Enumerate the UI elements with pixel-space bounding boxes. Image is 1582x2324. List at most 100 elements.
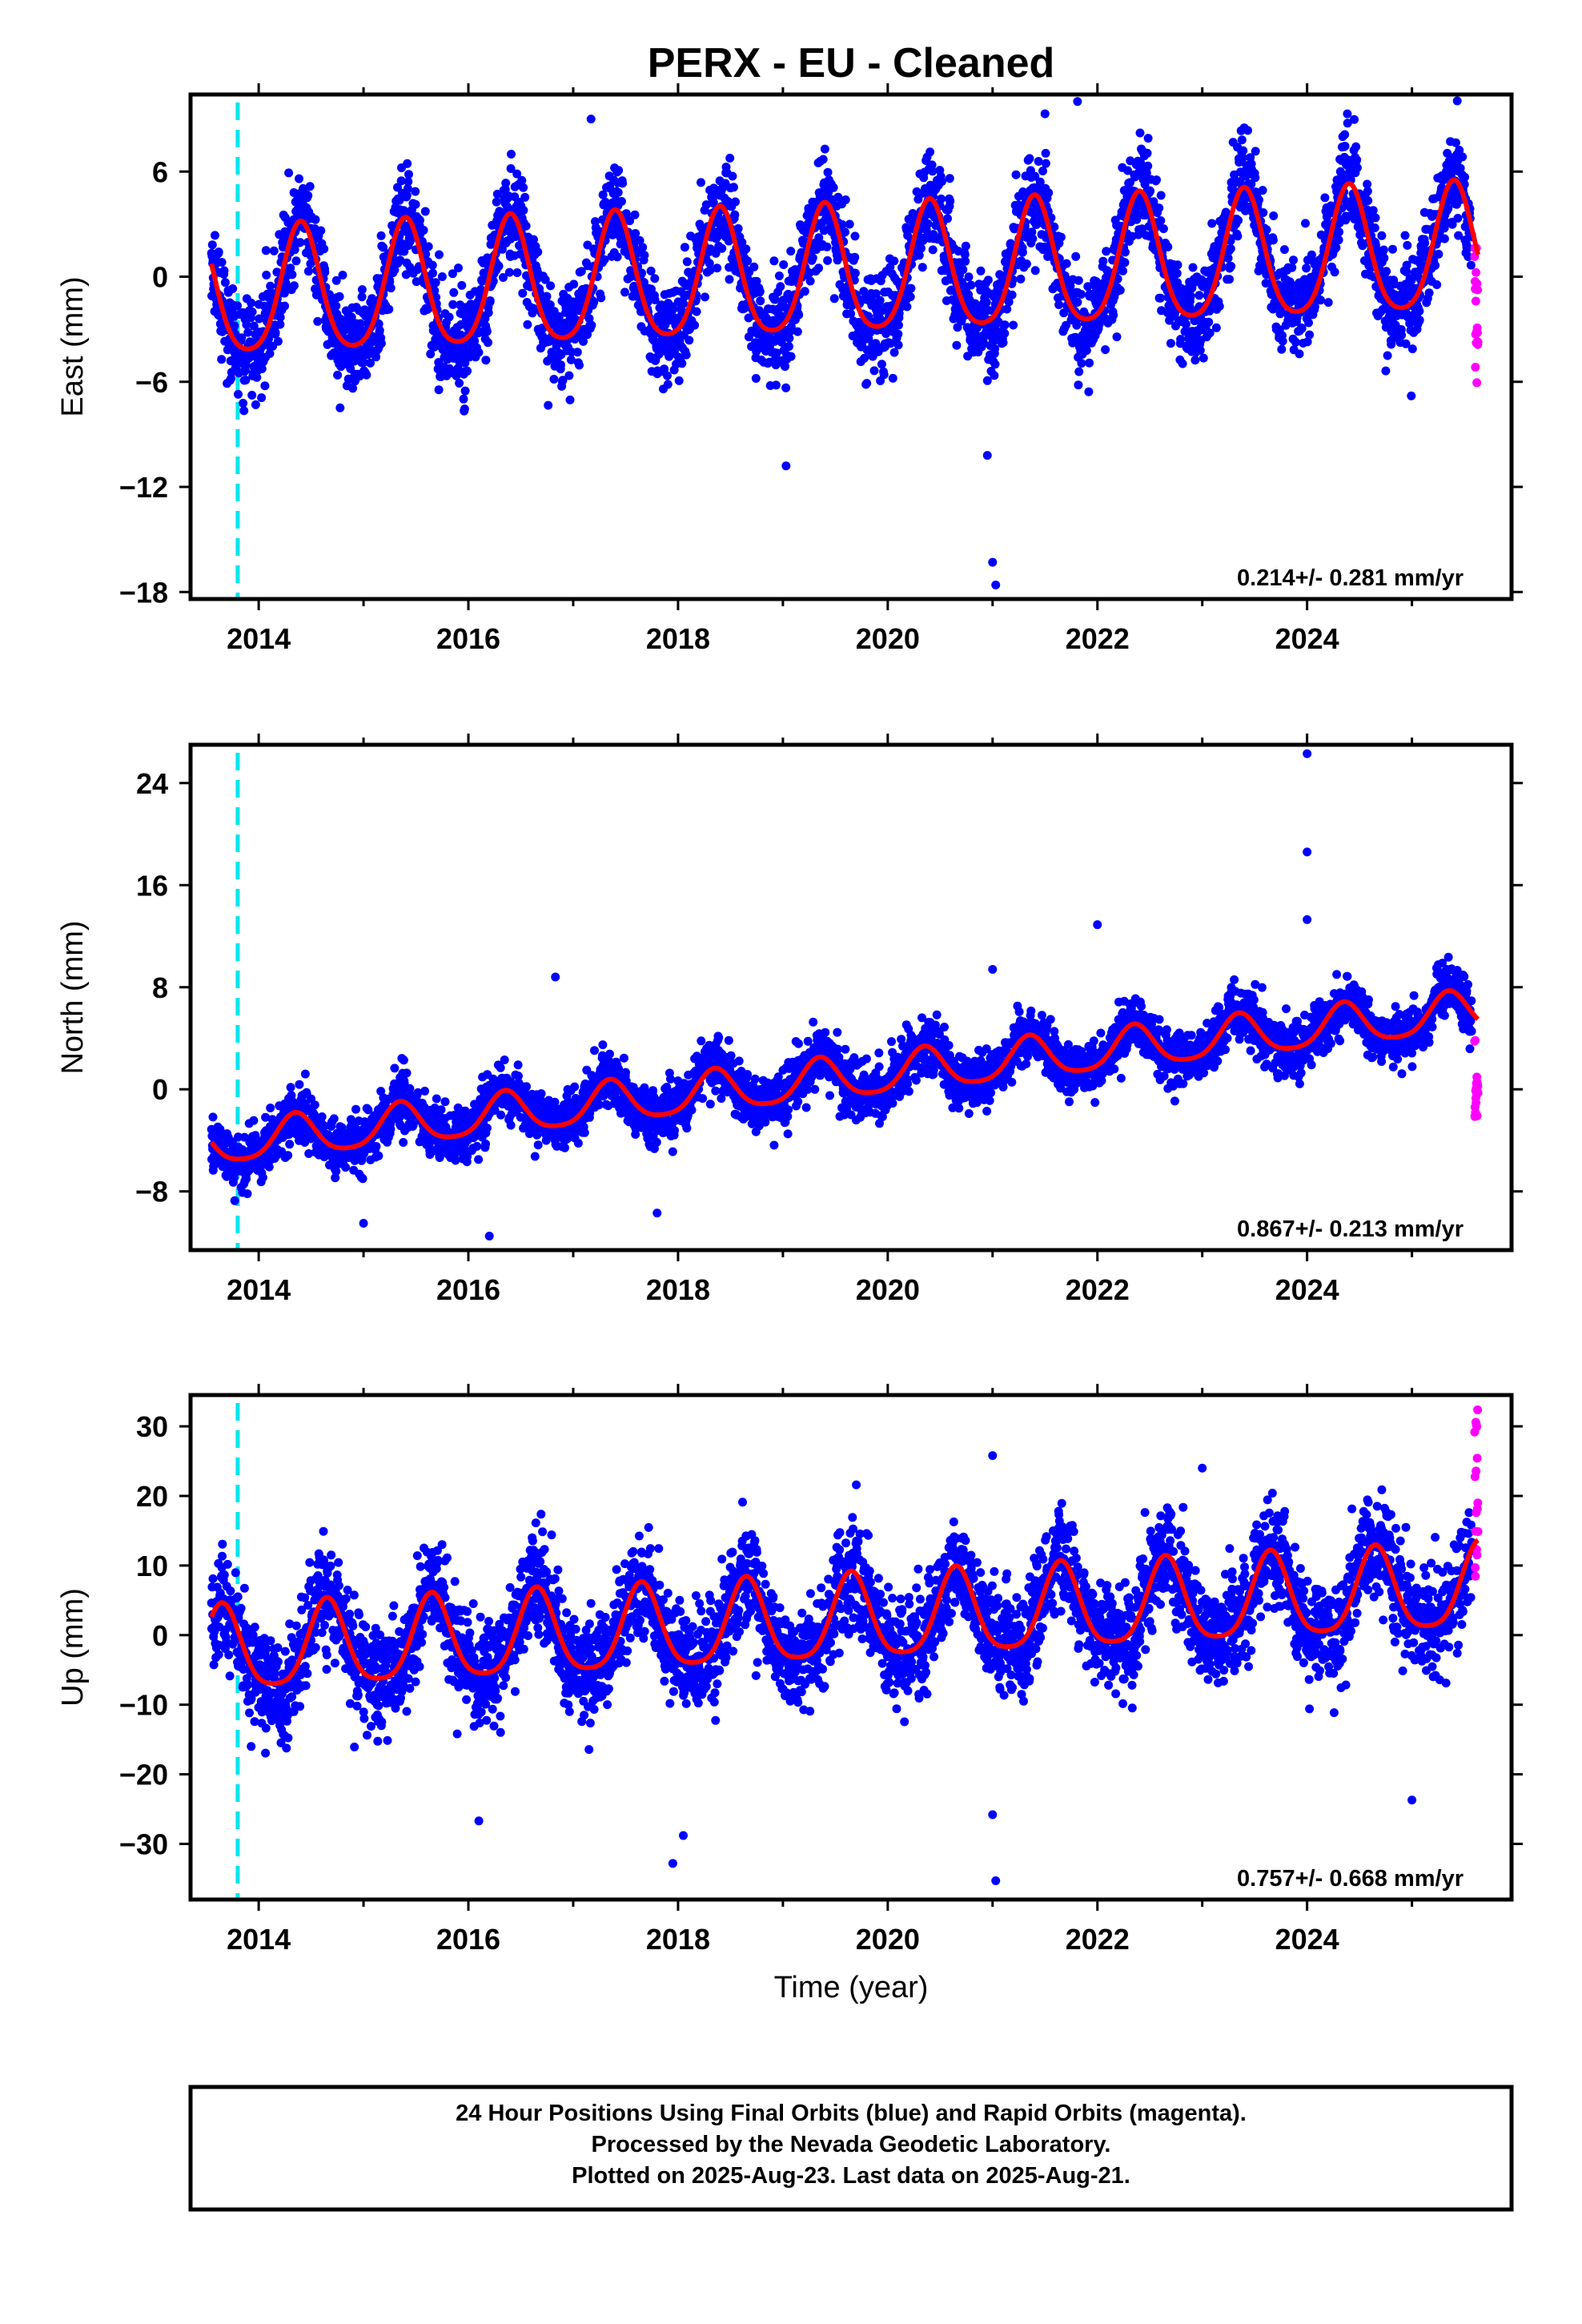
final-orbit-point bbox=[1146, 187, 1155, 196]
final-orbit-point bbox=[1268, 235, 1278, 245]
final-orbit-point bbox=[545, 300, 555, 310]
final-orbit-point bbox=[359, 358, 368, 367]
final-orbit-point bbox=[1439, 234, 1449, 243]
final-orbit-point bbox=[877, 360, 886, 369]
final-orbit-point bbox=[376, 339, 386, 348]
final-orbit-point bbox=[1109, 311, 1118, 320]
final-orbit-point bbox=[713, 263, 722, 273]
x-tick-label: 2024 bbox=[1275, 622, 1339, 655]
final-orbit-point bbox=[837, 219, 847, 229]
final-orbit-point bbox=[879, 370, 889, 380]
final-orbit-point bbox=[454, 263, 463, 273]
final-orbit-point bbox=[507, 150, 516, 159]
final-orbit-point bbox=[481, 356, 491, 365]
final-orbit-point bbox=[512, 169, 522, 179]
final-orbit-point bbox=[1007, 290, 1017, 300]
final-orbit-point bbox=[669, 304, 678, 314]
final-orbit-point bbox=[247, 298, 256, 308]
outlier-point bbox=[586, 115, 596, 124]
final-orbit-point bbox=[917, 263, 927, 272]
final-orbit-point bbox=[1094, 320, 1104, 329]
final-orbit-point bbox=[411, 187, 420, 196]
final-orbit-point bbox=[1120, 258, 1130, 267]
final-orbit-point bbox=[230, 1196, 239, 1205]
final-orbit-point bbox=[519, 206, 528, 215]
final-orbit-point bbox=[572, 348, 582, 357]
final-orbit-point bbox=[363, 1105, 373, 1115]
x-tick-label: 2014 bbox=[227, 622, 291, 655]
final-orbit-point bbox=[1156, 191, 1166, 200]
final-orbit-point bbox=[565, 395, 575, 404]
final-orbit-point bbox=[1199, 353, 1208, 363]
final-orbit-point bbox=[518, 288, 528, 298]
final-orbit-point bbox=[1237, 135, 1247, 145]
final-orbit-point bbox=[393, 183, 402, 192]
final-orbit-point bbox=[396, 176, 406, 186]
final-orbit-point bbox=[237, 333, 247, 343]
final-orbit-point bbox=[386, 1124, 396, 1134]
final-orbit-point bbox=[405, 236, 415, 246]
final-orbit-point bbox=[403, 184, 412, 193]
final-orbit-point bbox=[1304, 318, 1313, 328]
final-orbit-point bbox=[743, 256, 753, 266]
final-orbit-point bbox=[1195, 345, 1205, 355]
final-orbit-point bbox=[1016, 274, 1026, 283]
final-orbit-point bbox=[1215, 301, 1224, 311]
final-orbit-point bbox=[207, 240, 217, 250]
final-orbit-point bbox=[506, 164, 516, 173]
final-orbit-point bbox=[371, 352, 381, 362]
final-orbit-point bbox=[1074, 275, 1083, 285]
final-orbit-point bbox=[338, 271, 347, 279]
final-orbit-point bbox=[1434, 249, 1443, 259]
final-orbit-point bbox=[1323, 298, 1333, 308]
final-orbit-point bbox=[1278, 336, 1287, 346]
final-orbit-point bbox=[692, 307, 701, 316]
final-orbit-point bbox=[247, 391, 257, 400]
final-orbit-point bbox=[358, 1174, 367, 1184]
final-orbit-point bbox=[255, 314, 264, 324]
final-orbit-point bbox=[889, 256, 899, 266]
final-orbit-point bbox=[893, 340, 903, 350]
final-orbit-point bbox=[1084, 387, 1094, 396]
final-orbit-point bbox=[630, 210, 640, 219]
final-orbit-point bbox=[1437, 183, 1447, 192]
final-orbit-point bbox=[1022, 259, 1031, 268]
final-orbit-point bbox=[697, 223, 706, 232]
final-orbit-point bbox=[1307, 250, 1316, 259]
final-orbit-point bbox=[271, 328, 280, 337]
final-orbit-point bbox=[814, 263, 823, 273]
final-orbit-point bbox=[725, 154, 735, 163]
final-orbit-point bbox=[1310, 302, 1319, 312]
final-orbit-point bbox=[243, 1189, 252, 1199]
final-orbit-point bbox=[266, 281, 275, 291]
final-orbit-point bbox=[1154, 203, 1164, 213]
final-orbit-point bbox=[1205, 306, 1215, 316]
final-orbit-point bbox=[1062, 259, 1071, 268]
final-orbit-point bbox=[1158, 224, 1168, 234]
final-orbit-point bbox=[805, 276, 815, 286]
final-orbit-point bbox=[403, 159, 412, 168]
final-orbit-point bbox=[945, 174, 954, 183]
final-orbit-point bbox=[428, 268, 438, 278]
final-orbit-point bbox=[1466, 260, 1476, 270]
final-orbit-point bbox=[1403, 240, 1412, 250]
final-orbit-point bbox=[242, 320, 251, 329]
final-orbit-point bbox=[1027, 227, 1037, 237]
final-orbit-point bbox=[1371, 213, 1380, 223]
final-orbit-point bbox=[1289, 255, 1298, 265]
final-orbit-point bbox=[1226, 244, 1235, 253]
final-orbit-point bbox=[430, 286, 440, 296]
final-orbit-point bbox=[640, 251, 649, 260]
final-orbit-point bbox=[1156, 293, 1165, 303]
final-orbit-point bbox=[1018, 247, 1027, 257]
final-orbit-point bbox=[1186, 291, 1195, 300]
final-orbit-point bbox=[234, 1132, 243, 1142]
final-orbit-point bbox=[982, 298, 991, 307]
final-orbit-point bbox=[544, 400, 553, 410]
final-orbit-point bbox=[455, 379, 464, 388]
final-orbit-point bbox=[946, 196, 955, 206]
final-orbit-point bbox=[1118, 266, 1127, 275]
final-orbit-point bbox=[401, 270, 411, 279]
final-orbit-point bbox=[1142, 168, 1151, 178]
